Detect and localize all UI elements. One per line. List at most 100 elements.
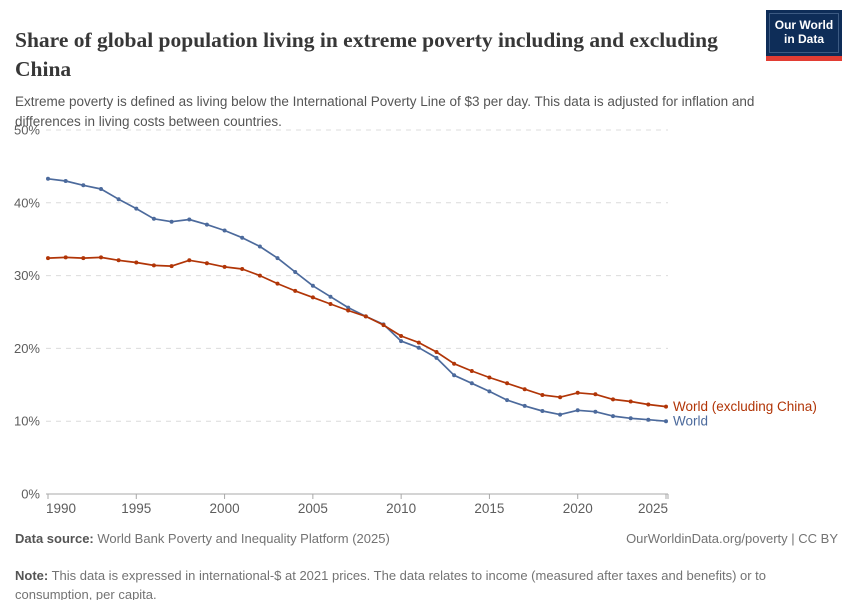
chart-canvas[interactable]: 0% 10% 20% 30% 40% 50% 1990 1995 2000 2005 2010 201… (0, 118, 850, 518)
series-point[interactable] (558, 395, 563, 400)
series-point[interactable] (310, 295, 315, 300)
series-point[interactable] (505, 381, 510, 386)
series-point[interactable] (575, 408, 580, 413)
x-axis-tick-label: 2015 (474, 501, 504, 516)
series-point[interactable] (257, 244, 262, 249)
series-point[interactable] (240, 267, 245, 271)
series-point[interactable] (593, 392, 598, 397)
series-point[interactable] (204, 261, 209, 266)
owid-logo[interactable]: Our World in Data (766, 10, 842, 61)
y-axis-tick-label: 0% (21, 487, 40, 502)
data-source-value: World Bank Poverty and Inequality Platfo… (93, 531, 390, 546)
series-point[interactable] (540, 409, 545, 413)
x-axis-tick-label: 2025 (638, 501, 668, 516)
series-point[interactable] (293, 288, 298, 293)
attribution-link[interactable]: OurWorldinData.org/poverty | CC BY (626, 531, 838, 546)
chart-subtitle: Extreme poverty is defined as living bel… (15, 93, 755, 129)
series-point[interactable] (63, 255, 68, 260)
series-point[interactable] (540, 393, 545, 397)
series-point[interactable] (522, 387, 527, 392)
x-axis-tick-label: 2000 (210, 501, 240, 516)
footer-note: Note: This data is expressed in internat… (15, 567, 787, 600)
series-point[interactable] (328, 294, 333, 299)
footer-source-row: Data source: World Bank Poverty and Ineq… (15, 531, 838, 546)
series-point[interactable] (116, 197, 121, 202)
series-point[interactable] (257, 273, 262, 278)
series-point[interactable] (611, 414, 615, 419)
series-point[interactable] (328, 302, 333, 306)
series-end-label[interactable]: World (excluding China) (673, 399, 817, 414)
series-point[interactable] (664, 419, 668, 424)
series-point[interactable] (63, 179, 68, 183)
y-axis-tick-label: 50% (14, 123, 40, 138)
owid-logo-line1: Our World (774, 18, 834, 32)
series-point[interactable] (81, 183, 86, 188)
y-axis-tick-label: 40% (14, 195, 40, 210)
series-point[interactable] (381, 323, 386, 328)
series-point[interactable] (469, 381, 474, 386)
series-point[interactable] (558, 412, 563, 417)
series-point[interactable] (222, 228, 227, 233)
series-point[interactable] (134, 206, 139, 211)
series-point[interactable] (487, 389, 492, 394)
series-point[interactable] (416, 345, 421, 350)
page-title: Share of global population living in ext… (15, 28, 718, 81)
series-point[interactable] (452, 361, 457, 366)
series-point[interactable] (646, 417, 651, 422)
series-point[interactable] (575, 390, 580, 395)
x-axis-tick-label: 2020 (563, 501, 593, 516)
series-point[interactable] (434, 350, 439, 354)
series-point[interactable] (399, 339, 404, 344)
series-point[interactable] (46, 256, 50, 261)
series-point[interactable] (399, 334, 404, 338)
series-point[interactable] (487, 375, 492, 380)
series-point[interactable] (346, 308, 351, 313)
series-point[interactable] (593, 409, 598, 414)
series-point[interactable] (293, 270, 298, 274)
series-point[interactable] (187, 217, 192, 222)
x-axis-tick-label: 2010 (386, 501, 416, 516)
series-point[interactable] (240, 235, 245, 240)
series-point[interactable] (434, 355, 439, 360)
series-point[interactable] (187, 258, 192, 263)
series-end-label[interactable]: World (673, 414, 708, 429)
y-axis-tick-label: 10% (14, 414, 40, 429)
series-point[interactable] (151, 216, 156, 221)
series-point[interactable] (46, 176, 50, 181)
series-point[interactable] (99, 187, 103, 191)
series-point[interactable] (416, 340, 421, 345)
series-point[interactable] (275, 281, 280, 286)
series-line[interactable] (47, 256, 667, 408)
x-axis-tick-label: 1995 (121, 501, 151, 516)
series-point[interactable] (664, 404, 668, 409)
series-point[interactable] (116, 258, 121, 263)
note-value: This data is expressed in international-… (15, 568, 767, 600)
series-point[interactable] (204, 222, 209, 227)
series-point[interactable] (222, 264, 227, 269)
series-point[interactable] (628, 399, 633, 404)
series-point[interactable] (611, 397, 615, 402)
y-axis-tick-label: 30% (14, 268, 40, 283)
data-source-text: Data source: World Bank Poverty and Ineq… (15, 531, 390, 546)
series-point[interactable] (346, 305, 351, 310)
series-point[interactable] (469, 369, 474, 373)
series-point[interactable] (363, 314, 368, 319)
series-point[interactable] (81, 256, 86, 261)
series-point[interactable] (151, 263, 156, 268)
series-point[interactable] (505, 398, 510, 403)
owid-logo-text: Our World in Data (769, 13, 839, 53)
series-point[interactable] (169, 219, 174, 224)
series-point[interactable] (646, 402, 651, 407)
y-axis-tick-label: 20% (14, 341, 40, 356)
series-point[interactable] (310, 283, 315, 288)
series-point[interactable] (452, 373, 457, 378)
series-point[interactable] (522, 403, 527, 408)
x-axis-tick-label: 1990 (46, 501, 76, 516)
series-point[interactable] (275, 256, 280, 261)
series-point[interactable] (628, 416, 633, 421)
series-point[interactable] (169, 264, 174, 269)
series-point[interactable] (99, 255, 103, 260)
series-point[interactable] (134, 260, 139, 265)
series-line[interactable] (47, 177, 667, 423)
